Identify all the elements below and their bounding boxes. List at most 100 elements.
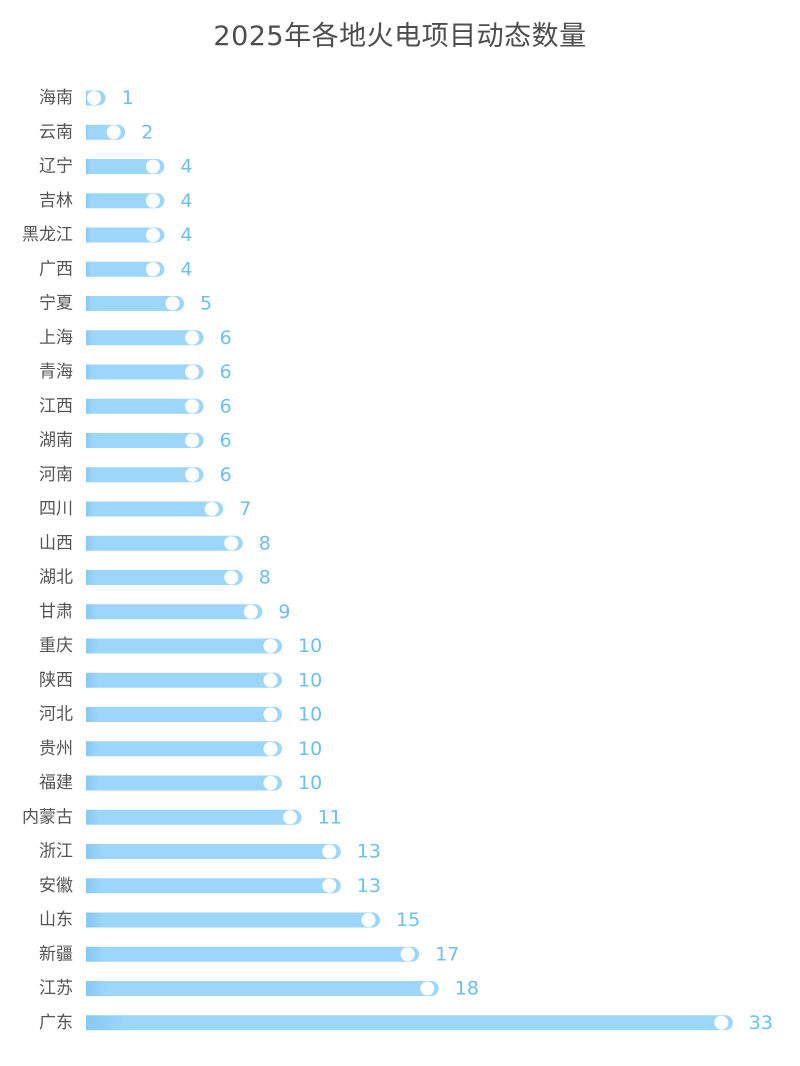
bar-end-knob — [185, 365, 200, 379]
bar-end-knob — [165, 296, 180, 311]
category-label: 新疆 — [39, 944, 73, 964]
bar — [86, 809, 302, 825]
value-label: 4 — [180, 224, 192, 246]
value-label: 6 — [220, 395, 232, 417]
bar-end-knob — [263, 776, 278, 790]
bar — [86, 227, 165, 243]
value-label: 10 — [298, 738, 322, 760]
category-label: 甘肃 — [39, 602, 73, 622]
value-label: 9 — [278, 601, 290, 623]
value-label: 6 — [220, 430, 232, 452]
bar — [86, 638, 283, 654]
value-label: 1 — [122, 87, 134, 109]
category-label: 广西 — [39, 259, 73, 279]
bar — [86, 844, 341, 859]
category-label: 青海 — [39, 362, 73, 382]
value-label: 4 — [180, 258, 192, 280]
value-label: 10 — [298, 635, 322, 657]
bar-end-knob — [145, 262, 160, 277]
bar-end-knob — [185, 330, 200, 345]
bar-end-knob — [714, 1015, 729, 1030]
bar-end-knob — [263, 673, 278, 688]
value-label: 5 — [200, 293, 212, 315]
category-label: 山东 — [39, 910, 73, 930]
bar-end-knob — [263, 707, 278, 722]
category-label: 湖北 — [39, 568, 73, 588]
value-label: 10 — [298, 704, 322, 726]
bar — [86, 330, 204, 346]
category-label: 四川 — [39, 499, 73, 519]
bar — [86, 707, 283, 722]
bar — [86, 570, 243, 585]
value-label: 13 — [357, 841, 381, 863]
value-label: 17 — [435, 943, 459, 965]
bar-end-knob — [185, 399, 200, 414]
category-label: 安徽 — [39, 876, 73, 896]
category-label: 河南 — [39, 465, 73, 485]
category-label: 广东 — [39, 1013, 73, 1033]
category-label: 江苏 — [39, 979, 73, 999]
value-label: 10 — [298, 669, 322, 691]
bar — [86, 946, 420, 962]
value-label: 6 — [220, 464, 232, 486]
bar — [86, 467, 204, 483]
category-label: 云南 — [39, 122, 73, 142]
bar-end-knob — [400, 947, 415, 962]
bar-end-knob — [243, 604, 258, 619]
bar — [86, 672, 283, 688]
bar-end-knob — [224, 570, 239, 585]
bar — [86, 878, 341, 894]
category-label: 重庆 — [39, 636, 73, 656]
category-label: 陕西 — [39, 670, 73, 690]
bar — [86, 398, 204, 414]
category-label: 贵州 — [39, 739, 73, 759]
category-label: 浙江 — [39, 842, 73, 862]
value-label: 18 — [455, 978, 479, 1000]
bar-end-knob — [145, 228, 160, 242]
category-label: 河北 — [39, 705, 73, 725]
bar-end-knob — [204, 502, 219, 516]
bar-end-knob — [283, 810, 298, 825]
category-label: 海南 — [39, 88, 73, 108]
bar — [86, 912, 380, 928]
category-label: 宁夏 — [39, 294, 73, 314]
value-label: 15 — [396, 909, 420, 931]
bar — [86, 296, 185, 311]
category-label: 上海 — [39, 328, 73, 348]
bar — [86, 193, 165, 209]
bar-end-knob — [263, 741, 278, 756]
bar — [86, 433, 204, 448]
category-label: 江西 — [39, 396, 73, 416]
category-label: 山西 — [39, 533, 73, 553]
bar — [86, 775, 283, 791]
bar-end-knob — [145, 159, 160, 174]
value-label: 4 — [180, 156, 192, 178]
bar-end-knob — [224, 536, 239, 551]
value-label: 6 — [220, 361, 232, 383]
value-label: 6 — [220, 327, 232, 349]
value-label: 33 — [749, 1012, 773, 1034]
category-label: 湖南 — [39, 431, 73, 451]
bar — [86, 535, 243, 551]
category-label: 黑龙江 — [22, 225, 73, 245]
value-label: 10 — [298, 772, 322, 794]
bar-end-knob — [106, 125, 121, 140]
bars-layer: 海南 1 云南 2 辽宁 4 吉林 4 黑龙江 4 广西 4 宁夏 5 上海 6 青海 6 江西 6 湖南 6 河南 6 四川 7… — [22, 87, 773, 1034]
bar-end-knob — [185, 467, 200, 482]
bar-end-knob — [185, 433, 200, 448]
category-label: 吉林 — [39, 191, 73, 211]
value-label: 7 — [239, 498, 251, 520]
bar — [86, 364, 204, 380]
category-label: 内蒙古 — [22, 807, 73, 827]
chart-title: 2025年各地火电项目动态数量 — [213, 21, 587, 52]
value-label: 8 — [259, 532, 271, 554]
bar-end-knob — [322, 878, 337, 893]
category-label: 福建 — [39, 773, 73, 793]
value-label: 4 — [180, 190, 192, 212]
bar — [86, 501, 224, 517]
bar — [86, 741, 283, 757]
category-label: 辽宁 — [39, 157, 73, 177]
bar-end-knob — [87, 91, 102, 105]
